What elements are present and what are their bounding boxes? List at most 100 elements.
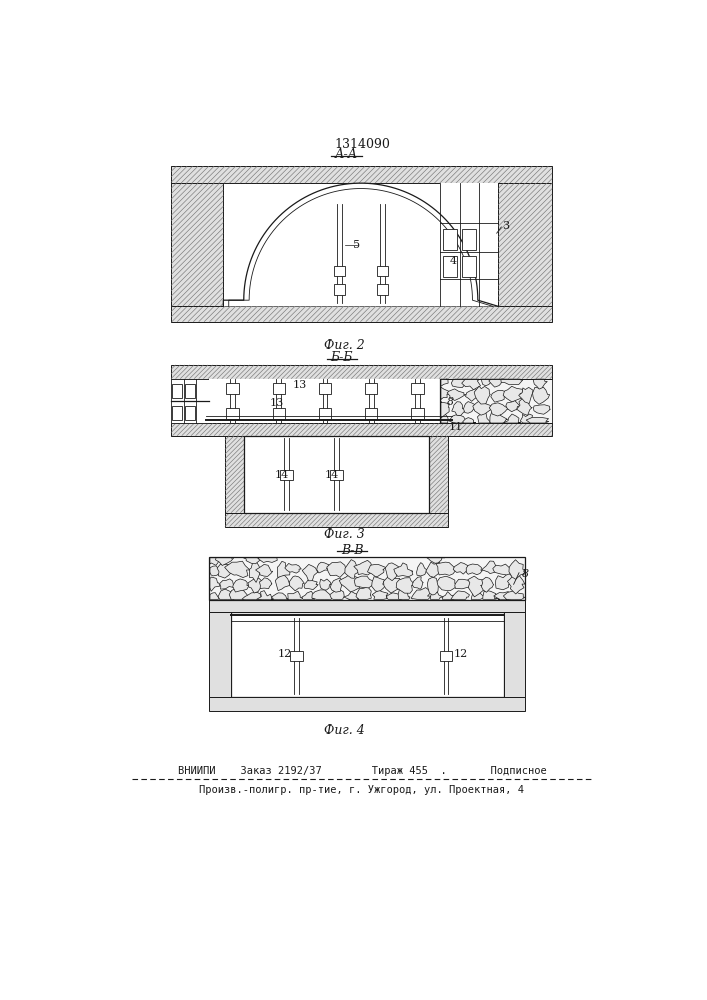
Text: А-А: А-А [335,148,358,161]
Polygon shape [210,566,223,576]
Polygon shape [255,564,273,576]
Bar [209,600,525,612]
Bar [226,408,239,419]
Polygon shape [218,589,235,599]
Bar [209,379,440,423]
Polygon shape [317,562,329,573]
Polygon shape [441,412,448,423]
Polygon shape [496,573,514,590]
Polygon shape [506,400,520,412]
Polygon shape [453,563,468,574]
Bar [231,612,503,697]
Bar [171,166,552,183]
Text: 13: 13 [293,380,307,390]
Polygon shape [259,578,272,589]
Polygon shape [354,576,375,588]
Polygon shape [257,591,274,599]
Polygon shape [455,579,477,589]
Bar [319,383,331,394]
Polygon shape [216,558,234,565]
Polygon shape [354,560,374,575]
Bar [171,379,209,423]
Polygon shape [441,387,449,399]
Polygon shape [465,389,480,401]
Text: ВНИИПИ    Заказ 2192/37        Тираж 455  .       Подписное: ВНИИПИ Заказ 2192/37 Тираж 455 . Подписн… [177,766,547,776]
Polygon shape [462,418,476,423]
Polygon shape [345,560,361,578]
Polygon shape [210,593,220,599]
Bar [171,423,552,436]
Polygon shape [520,414,532,423]
Text: 14: 14 [325,470,339,480]
Polygon shape [508,573,525,594]
Polygon shape [534,405,550,414]
Text: 8: 8 [521,569,528,579]
Polygon shape [489,403,509,416]
Polygon shape [248,578,264,593]
Polygon shape [451,591,469,599]
Polygon shape [229,588,249,599]
Polygon shape [503,414,520,423]
Polygon shape [441,401,450,418]
Polygon shape [473,400,495,415]
Polygon shape [396,578,416,593]
Bar [185,406,195,420]
Polygon shape [344,591,359,599]
Polygon shape [289,576,305,591]
Polygon shape [428,577,440,595]
Polygon shape [468,576,486,597]
Text: 12: 12 [277,649,291,659]
Polygon shape [436,562,457,575]
Text: Фиг. 3: Фиг. 3 [324,528,365,541]
Bar [171,306,552,322]
Polygon shape [481,577,493,592]
Bar [440,651,452,661]
Polygon shape [411,588,431,599]
Polygon shape [416,563,427,576]
Bar [209,612,231,697]
Polygon shape [493,564,512,575]
Polygon shape [312,590,332,599]
Bar [440,379,552,423]
Polygon shape [394,563,413,577]
Polygon shape [225,561,250,578]
Polygon shape [477,412,491,423]
Polygon shape [481,561,497,574]
Polygon shape [431,592,444,599]
Polygon shape [287,591,304,599]
Bar [365,408,378,419]
Polygon shape [304,579,318,590]
Text: 12: 12 [454,649,468,659]
Polygon shape [464,402,475,413]
Polygon shape [220,579,234,589]
Bar [440,183,498,306]
Bar [172,406,182,420]
Bar [273,408,285,419]
Polygon shape [519,387,533,404]
Bar [209,697,525,711]
Text: 13: 13 [269,398,284,408]
Polygon shape [302,591,316,599]
Polygon shape [483,591,498,599]
Text: Фиг. 4: Фиг. 4 [324,724,365,737]
Text: Б-Б: Б-Б [331,351,354,364]
Polygon shape [466,564,482,575]
Text: 4: 4 [450,256,457,266]
Bar [330,470,343,480]
Polygon shape [223,183,498,306]
Polygon shape [327,562,349,577]
Bar [462,256,476,277]
Polygon shape [474,386,491,404]
Polygon shape [329,589,344,599]
Text: В-В: В-В [341,544,363,556]
Polygon shape [302,564,318,581]
Polygon shape [452,402,466,415]
Polygon shape [501,379,522,385]
Bar [226,383,239,394]
Polygon shape [330,578,342,592]
Polygon shape [451,379,468,388]
Bar [171,183,223,306]
Bar [209,557,525,600]
Bar [411,408,423,419]
Polygon shape [386,593,402,599]
